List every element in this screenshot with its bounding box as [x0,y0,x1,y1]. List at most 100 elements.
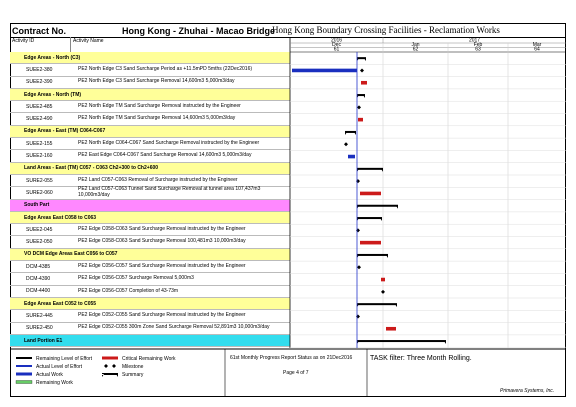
legend-label: Milestone [122,364,144,370]
activity-name: PE2 Land C057-C063 Tunnel Sand Surcharge… [78,186,261,198]
legend-symbol [16,357,32,359]
week: 63 [475,47,481,53]
legend-symbol [102,356,118,360]
task-row: SUEE2-380 PE2 North Edge C3 Sand Surcharg… [10,64,290,77]
group-title: Edge Areas - North (C3) [24,54,81,61]
task-row: SURE2-445 PE2 Edge C052-C055 Sand Surchar… [10,310,290,323]
activity-id: SUEE2-155 [26,140,53,147]
group-row: VO DCM Edge Areas East C056 to C057 [10,248,290,262]
activity-id: SUEE2-380 [26,66,53,73]
task-row: SUEE2-485 PE2 North Edge TM Sand Surcharg… [10,101,290,114]
activity-name: PE2 North Edge TM Sand Surcharge Removal… [78,115,236,122]
legend-symbol [104,364,116,368]
critical-bar [361,80,367,85]
task-row: SUEE2-160 PE2 East Edge C064-C067 Sand Su… [10,150,290,163]
task-row: DCM-4390 PE2 Edge C056-C057 Surcharge Rem… [10,273,290,286]
page-number: Page 4 of 7 [283,370,309,376]
vendor: Primavera Systems, Inc. [500,388,555,394]
activity-name: PE2 Edge C056-C057 Completion of 43-73m [78,287,179,294]
group-row: Land Areas - East (TM) C057 - C063 Ch2+3… [10,162,290,175]
group-row: Edge Areas East C052 to C055 [10,298,290,311]
activity-name: PE2 Edge C052-C055 300m Zone Sand Surcha… [78,324,270,331]
summary-bar [357,94,365,97]
group-row: Land Portion E1 [10,334,290,348]
activity-name: PE2 North Edge C3 Sand Surcharge Period … [78,66,253,73]
legend-label: Remaining Level of Effort [36,356,93,362]
critical-bar [381,277,385,282]
activity-id: SURE2-055 [26,177,53,184]
contract-label: Contract No. [12,26,66,36]
group-row: South Part [10,199,290,212]
activity-name: PE2 North Edge C3 Sand Surcharge Removal… [78,78,235,85]
month: Mar [533,42,542,48]
summary-bar [357,167,383,170]
milestone [381,289,385,294]
week: 64 [534,47,540,53]
activity-id: SUEE2-490 [26,116,53,123]
activity-id: SURE2-060 [26,189,53,196]
actual-bar [292,68,357,73]
critical-bar [358,117,363,122]
project: Hong Kong - Zhuhai - Macao Bridge [122,26,275,36]
activity-id: DCM-4385 [26,263,51,270]
activity-name: PE2 North Edge C064-C067 Sand Surcharge … [78,139,260,146]
group-title: South Part [24,202,50,209]
year: 2017 [469,38,480,44]
group-title: Land Portion E1 [24,337,63,344]
task-row: SUEE2-490 PE2 North Edge TM Sand Surcharg… [10,114,290,126]
actual-bar [348,154,355,159]
activity-name: PE2 Edge C058-C063 Sand Surcharge Remova… [78,238,246,245]
group-title: Edge Areas - East (TM) C064-C067 [24,128,106,135]
activity-name: PE2 East Edge C064-C067 Sand Surcharge R… [78,152,252,159]
month: Dec [332,42,341,48]
critical-bar [360,191,381,196]
col-name: Activity Name [73,38,104,44]
activity-name: PE2 Edge C056-C057 Sand Surcharge Remova… [78,262,246,269]
report-status: 61st Monthly Progress Report Status as o… [230,355,353,361]
legend-label: Remaining Work [36,380,73,386]
group-row: Edge Areas - North (C3) [10,52,290,65]
group-row: Edge Areas - North (TM) [10,88,290,102]
critical-bar [386,326,396,331]
group-title: Land Areas - East (TM) C057 - C063 Ch2+3… [24,165,159,172]
task-row: SURE2-055 PE2 Land C057-C063 Removal of S… [10,175,290,188]
activity-name: PE2 North Edge TM Sand Surcharge Removal… [78,103,241,110]
legend-symbol [102,373,118,377]
week: 61 [334,47,340,53]
task-row: SUEE2-390 PE2 North Edge C3 Sand Surcharg… [10,77,290,89]
activity-id: SUEE2-160 [26,153,53,160]
legend-symbol [16,365,32,367]
legend-symbol [15,380,33,384]
summary-bar [357,57,366,60]
milestone [357,105,361,110]
week: 62 [413,47,419,53]
legend-label: Actual Level of Effort [36,364,83,370]
filter: TASK filter: Three Month Rolling. [370,355,472,362]
activity-id: SUEE2-045 [26,226,53,233]
rule [10,37,566,38]
task-row: SUEE2-045 PE2 Edge C058-C063 Sand Surchar… [10,224,290,237]
col-divider [70,37,71,52]
summary-end [345,131,356,135]
milestone [357,265,361,270]
activity-id: DCM-4390 [26,276,51,283]
summary-bar [345,130,356,133]
activity-name: PE2 Edge C052-C055 Sand Surcharge Remova… [78,312,246,319]
activity-name: PE2 Edge C056-C057 Surcharge Removal 5,0… [78,275,194,282]
activity-id: SUEE2-485 [26,103,53,110]
activity-id: SURE2-450 [26,325,53,332]
group-title: Edge Areas - North (TM) [24,91,82,98]
summary-end [357,58,366,62]
group-row: Edge Areas - East (TM) C064-C067 [10,125,290,139]
group-title: Edge Areas East C058 to C063 [24,214,97,221]
legend-symbol [16,372,32,376]
activity-id: DCM-4400 [26,288,51,295]
group-title: VO DCM Edge Areas East C056 to C057 [24,251,118,258]
month: Feb [474,42,483,48]
critical-bar [360,240,381,245]
summary-bar [357,340,446,343]
task-row: SUEE2-155 PE2 North Edge C064-C067 Sand S… [10,138,290,151]
task-row: SURE2-450 PE2 Edge C052-C055 300m Zone Sa… [10,323,290,335]
year: 2016 [331,38,342,44]
